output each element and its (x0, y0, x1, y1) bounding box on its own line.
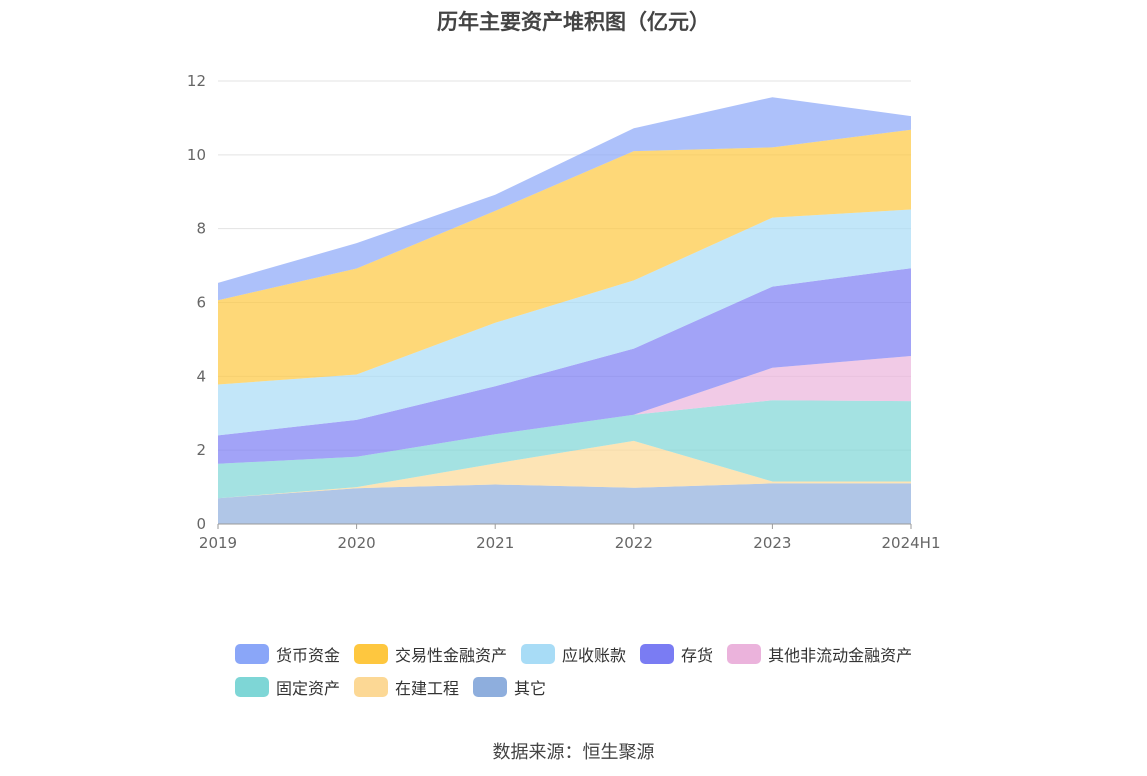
legend-label: 货币资金 (276, 645, 341, 665)
x-tick-label: 2022 (615, 534, 653, 552)
y-tick-label: 0 (196, 515, 206, 533)
y-tick-label: 6 (196, 294, 206, 312)
legend-item[interactable]: 应收账款 (521, 642, 626, 666)
legend-label: 存货 (681, 645, 714, 665)
y-tick-label: 10 (187, 146, 206, 164)
x-tick-label: 2023 (753, 534, 791, 552)
legend-item[interactable]: 其他非流动金融资产 (727, 642, 912, 666)
legend-item[interactable]: 货币资金 (235, 642, 340, 666)
y-tick-label: 12 (187, 72, 206, 90)
legend-item[interactable]: 存货 (640, 642, 713, 666)
area-series-其它 (218, 483, 911, 524)
legend-swatch (473, 676, 508, 697)
legend-label: 在建工程 (395, 678, 460, 698)
chart-legend: 货币资金 交易性金融资产 应收账款 存货 其他非流动金融资产固定资产 在建工程 其它 (235, 637, 955, 703)
legend-swatch (235, 643, 269, 664)
legend-label: 其它 (514, 678, 547, 698)
area-series-其他非流动金融资产 (218, 356, 911, 464)
data-source: 数据来源：恒生聚源 (492, 742, 655, 763)
x-tick-label: 2021 (476, 534, 514, 552)
x-tick-label: 2020 (338, 534, 376, 552)
y-tick-label: 2 (196, 441, 206, 459)
legend-row: 固定资产 在建工程 其它 (235, 670, 955, 703)
legend-label: 应收账款 (562, 645, 627, 665)
legend-swatch (521, 643, 556, 664)
y-tick-label: 4 (196, 367, 206, 385)
area-series-存货 (218, 268, 911, 464)
area-series-固定资产 (218, 400, 911, 499)
legend-label: 固定资产 (276, 678, 341, 698)
legend-swatch (727, 643, 762, 664)
legend-swatch (235, 676, 269, 697)
chart-title: 历年主要资产堆积图（亿元） (437, 10, 710, 34)
legend-swatch (640, 643, 675, 664)
legend-label: 交易性金融资产 (395, 645, 508, 665)
x-tick-label: 2019 (199, 534, 237, 552)
y-tick-label: 8 (196, 220, 206, 238)
legend-label: 其他非流动金融资产 (768, 645, 913, 665)
x-tick-label: 2024H1 (882, 534, 941, 552)
legend-item[interactable]: 交易性金融资产 (354, 642, 507, 666)
area-series-在建工程 (218, 440, 911, 499)
legend-item[interactable]: 固定资产 (235, 675, 340, 699)
legend-row: 货币资金 交易性金融资产 应收账款 存货 其他非流动金融资产 (235, 637, 955, 670)
stacked-area-chart: 0 2 4 6 8 10 12 2019 2020 2021 2022 2023 2024H1 (187, 72, 941, 552)
legend-item[interactable]: 在建工程 (354, 675, 459, 699)
area-series-应收账款 (218, 209, 911, 436)
legend-swatch (354, 643, 389, 664)
area-series-交易性金融资产 (218, 129, 911, 385)
legend-swatch (354, 676, 389, 697)
legend-item[interactable]: 其它 (473, 675, 546, 699)
area-series-货币资金 (218, 97, 911, 301)
